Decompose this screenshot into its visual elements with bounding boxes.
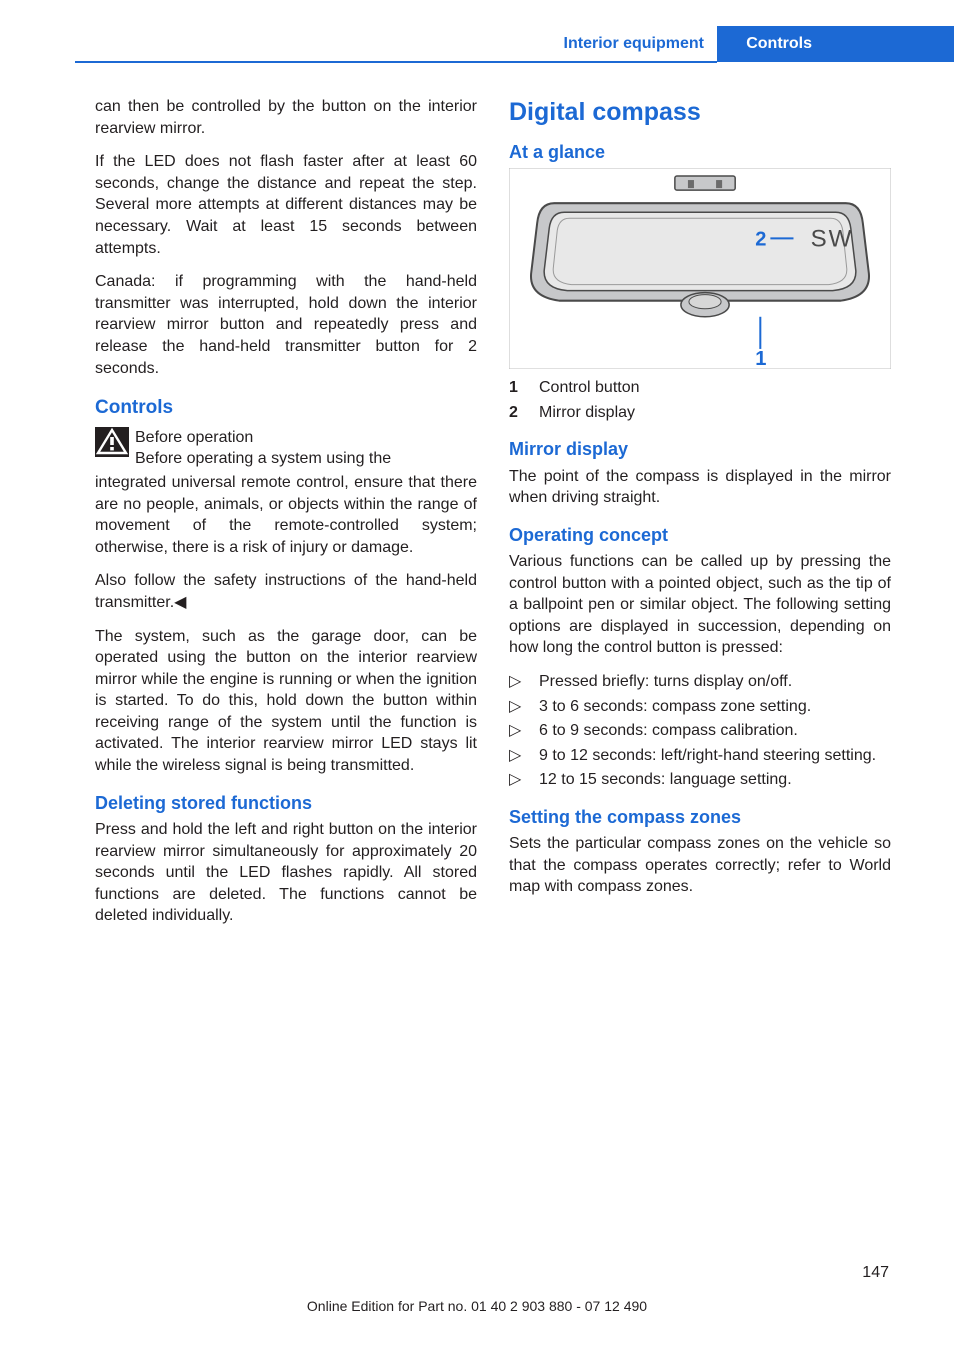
list-item: ▷9 to 12 seconds: left/right-hand steeri… bbox=[509, 745, 891, 767]
page-number: 147 bbox=[862, 1264, 889, 1282]
warning-title: Before operation bbox=[135, 429, 253, 446]
body-text: Canada: if programming with the hand-hel… bbox=[95, 271, 477, 379]
heading-deleting: Deleting stored functions bbox=[95, 791, 477, 815]
heading-at-a-glance: At a glance bbox=[509, 140, 891, 164]
bullet-icon: ▷ bbox=[509, 671, 539, 693]
list-item: ▷Pressed briefly: turns display on/off. bbox=[509, 671, 891, 693]
legend-row: 1Control button bbox=[509, 377, 891, 399]
svg-text:2: 2 bbox=[755, 228, 766, 250]
warning-lead: Before operating a system using the bbox=[135, 450, 391, 467]
bullet-icon: ▷ bbox=[509, 720, 539, 742]
legend-text: Control button bbox=[539, 377, 640, 399]
bullet-icon: ▷ bbox=[509, 769, 539, 791]
legend-number: 1 bbox=[509, 377, 539, 399]
body-text: Press and hold the left and right button… bbox=[95, 819, 477, 927]
body-text: Sets the particular compass zones on the… bbox=[509, 833, 891, 898]
header-rule bbox=[75, 61, 717, 63]
heading-compass-zones: Setting the compass zones bbox=[509, 805, 891, 829]
warning-block: Before operation Before operating a syst… bbox=[95, 427, 477, 470]
heading-controls: Controls bbox=[95, 395, 477, 421]
list-text: 6 to 9 seconds: compass calibration. bbox=[539, 720, 891, 742]
legend-number: 2 bbox=[509, 402, 539, 424]
left-column: can then be controlled by the button on … bbox=[95, 96, 477, 1244]
body-text: The point of the compass is displayed in… bbox=[509, 466, 891, 509]
legend-text: Mirror display bbox=[539, 402, 635, 424]
mirror-figure: SW 2 1 bbox=[509, 168, 891, 369]
warning-tail: Also follow the safety instructions of t… bbox=[95, 570, 477, 613]
body-text: The system, such as the garage door, can… bbox=[95, 626, 477, 777]
svg-text:SW: SW bbox=[811, 225, 854, 252]
list-text: 12 to 15 seconds: language setting. bbox=[539, 769, 891, 791]
figure-legend: 1Control button2Mirror display bbox=[509, 377, 891, 423]
body-text: If the LED does not flash faster after a… bbox=[95, 151, 477, 259]
heading-operating-concept: Operating concept bbox=[509, 523, 891, 547]
header-chapter: Controls bbox=[746, 35, 812, 53]
right-column: Digital compass At a glance SW21 1Contro… bbox=[509, 96, 891, 1244]
footer-text: Online Edition for Part no. 01 40 2 903 … bbox=[0, 1298, 954, 1314]
heading-mirror-display: Mirror display bbox=[509, 437, 891, 461]
operating-list: ▷Pressed briefly: turns display on/off.▷… bbox=[509, 671, 891, 791]
body-text: can then be controlled by the button on … bbox=[95, 96, 477, 139]
mirror-illustration: SW 2 1 bbox=[509, 168, 891, 369]
heading-digital-compass: Digital compass bbox=[509, 96, 891, 130]
page-header: Interior equipment Controls bbox=[0, 26, 954, 62]
body-text: Various functions can be called up by pr… bbox=[509, 551, 891, 659]
list-text: Pressed briefly: turns display on/off. bbox=[539, 671, 891, 693]
list-item: ▷12 to 15 seconds: language setting. bbox=[509, 769, 891, 791]
legend-row: 2Mirror display bbox=[509, 402, 891, 424]
list-item: ▷3 to 6 seconds: compass zone setting. bbox=[509, 696, 891, 718]
bullet-icon: ▷ bbox=[509, 745, 539, 767]
bullet-icon: ▷ bbox=[509, 696, 539, 718]
warning-icon bbox=[95, 427, 129, 457]
list-item: ▷6 to 9 seconds: compass calibration. bbox=[509, 720, 891, 742]
header-section: Interior equipment bbox=[564, 35, 704, 53]
list-text: 9 to 12 seconds: left/right-hand steerin… bbox=[539, 745, 891, 767]
svg-text:1: 1 bbox=[755, 348, 766, 369]
list-text: 3 to 6 seconds: compass zone setting. bbox=[539, 696, 891, 718]
warning-body: integrated universal remote control, ens… bbox=[95, 472, 477, 558]
